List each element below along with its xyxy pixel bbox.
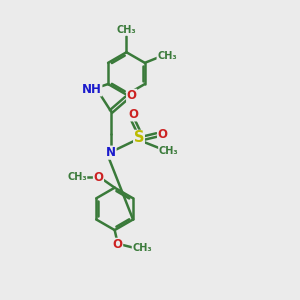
Text: O: O [158,128,168,142]
Text: O: O [112,238,123,251]
Text: CH₃: CH₃ [157,51,177,61]
Text: CH₃: CH₃ [132,243,152,253]
Text: O: O [127,89,136,102]
Text: S: S [134,130,144,146]
Text: CH₃: CH₃ [159,146,178,156]
Text: N: N [106,146,116,159]
Text: O: O [94,171,103,184]
Text: NH: NH [82,83,102,96]
Text: CH₃: CH₃ [117,25,136,35]
Text: O: O [128,108,138,121]
Text: CH₃: CH₃ [67,172,87,182]
